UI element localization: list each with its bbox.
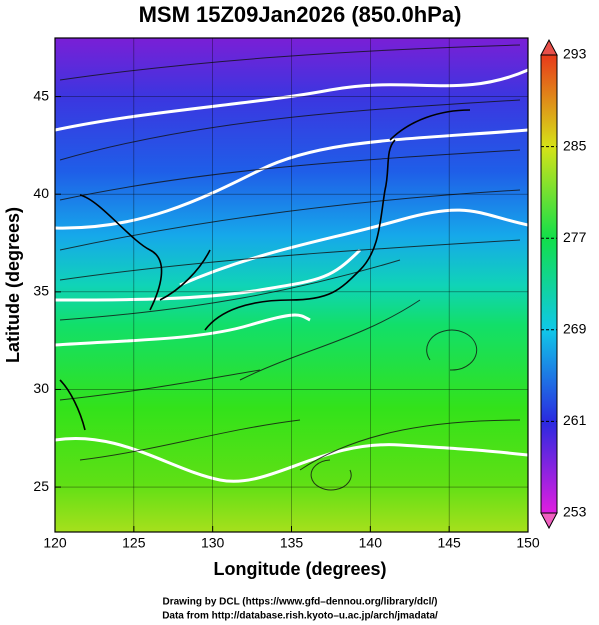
colorbar-tick-label: 269: [563, 321, 587, 337]
x-tick-label: 125: [122, 535, 146, 551]
x-axis-label: Longitude (degrees): [213, 559, 386, 579]
x-tick-label: 120: [43, 535, 67, 551]
colorbar-arrow: [540, 512, 558, 530]
x-tick-label: 135: [280, 535, 304, 551]
x-tick-label: 145: [437, 535, 461, 551]
streamline: [59, 44, 521, 491]
x-tick-label: 140: [359, 535, 383, 551]
contour: [55, 437, 528, 483]
colorbar-tick-label: 261: [563, 412, 587, 428]
y-tick-label: 40: [33, 185, 49, 201]
y-tick-label: 25: [33, 478, 49, 494]
contour: [55, 313, 311, 347]
contour: [179, 208, 528, 287]
colorbar: [540, 54, 558, 514]
y-tick-label: 35: [33, 283, 49, 299]
colorbar-tick-label: 285: [563, 137, 587, 153]
y-tick-label: 30: [33, 380, 49, 396]
coastline: [59, 109, 471, 431]
colorbar-arrow: [540, 38, 558, 56]
footer-line: Drawing by DCL (https://www.gfd–dennou.o…: [162, 597, 437, 608]
colorbar-tick-label: 253: [563, 504, 587, 520]
colorbar-tick-label: 277: [563, 229, 587, 245]
x-tick-label: 130: [201, 535, 225, 551]
y-tick-label: 45: [33, 87, 49, 103]
colorbar-tick-label: 293: [563, 46, 587, 62]
x-tick-label: 150: [516, 535, 540, 551]
y-axis-label: Latitude (degrees): [3, 207, 23, 363]
footer-line: Data from http://database.rish.kyoto–u.a…: [162, 611, 438, 622]
title: MSM 15Z09Jan2026 (850.0hPa): [139, 2, 462, 27]
contour: [55, 128, 528, 230]
contour: [55, 68, 528, 132]
